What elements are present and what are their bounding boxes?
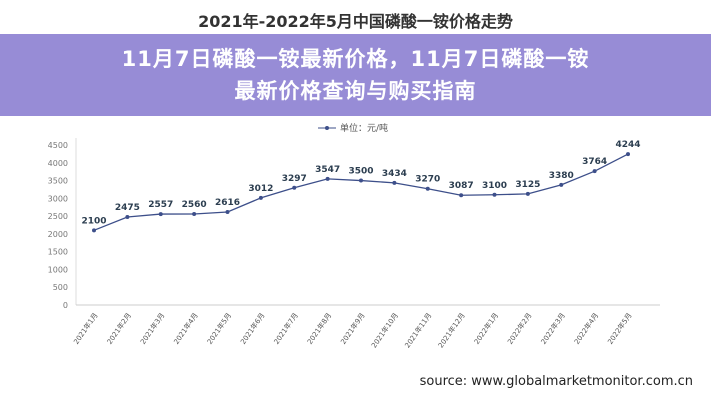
y-tick-label: 3000 (48, 194, 68, 203)
data-label: 2560 (182, 200, 207, 210)
x-tick-label: 2021年4月 (172, 311, 200, 346)
x-tick-label: 2022年4月 (572, 311, 600, 346)
x-tick-label: 2022年1月 (472, 311, 500, 346)
x-tick-label: 2021年8月 (305, 311, 333, 346)
data-label: 3270 (415, 175, 440, 185)
data-point (225, 209, 230, 214)
data-label: 2475 (115, 203, 140, 213)
data-point (592, 169, 597, 174)
data-point (492, 192, 497, 197)
x-tick-label: 2022年2月 (505, 311, 533, 346)
x-tick-label: 2021年5月 (205, 311, 233, 346)
y-tick-label: 1000 (48, 265, 68, 274)
y-tick-label: 4500 (48, 141, 68, 150)
x-tick-label: 2021年2月 (105, 311, 133, 346)
data-label: 2557 (148, 200, 173, 210)
data-label: 3012 (248, 184, 273, 194)
data-label: 3380 (549, 171, 574, 181)
data-label: 3434 (382, 169, 407, 179)
data-label: 3125 (515, 180, 540, 190)
data-label: 2100 (81, 216, 106, 226)
data-point (292, 185, 297, 190)
chart-title: 2021年-2022年5月中国磷酸一铵价格走势 (198, 12, 513, 31)
data-point (258, 195, 263, 200)
data-point (359, 178, 363, 183)
data-label: 3100 (482, 181, 507, 191)
data-label: 4244 (615, 140, 640, 150)
x-tick-label: 2021年3月 (138, 311, 166, 346)
data-point (192, 211, 197, 216)
x-tick-label: 2021年1月 (71, 311, 99, 346)
data-point (525, 191, 530, 196)
data-point (425, 186, 430, 191)
x-tick-label: 2021年12月 (436, 311, 467, 350)
source-text: source: www.globalmarketmonitor.com.cn (419, 374, 693, 389)
x-tick-label: 2021年7月 (272, 311, 300, 346)
data-label: 2616 (215, 198, 240, 208)
data-label: 3297 (282, 174, 307, 184)
y-tick-label: 4000 (48, 159, 68, 168)
y-tick-label: 0 (63, 301, 68, 310)
data-label: 3764 (582, 157, 607, 167)
headline-line-2: 最新价格查询与购买指南 (234, 79, 477, 103)
data-label: 3087 (449, 181, 474, 191)
data-point (125, 215, 130, 219)
legend-marker (325, 126, 329, 130)
data-label: 3500 (348, 167, 373, 177)
data-point (92, 228, 96, 233)
y-tick-label: 2000 (48, 230, 68, 239)
data-point (392, 180, 397, 185)
y-tick-label: 1500 (48, 248, 68, 257)
data-point (626, 152, 630, 157)
x-tick-label: 2021年9月 (338, 311, 366, 346)
headline-banner: 11月7日磷酸一铵最新价格，11月7日磷酸一铵 最新价格查询与购买指南 (0, 34, 711, 116)
x-tick-label: 2021年6月 (238, 311, 266, 346)
x-tick-label: 2021年10月 (369, 311, 400, 350)
data-point (158, 212, 163, 217)
data-point (325, 176, 330, 181)
data-point (459, 193, 464, 198)
legend-label: 单位：元/吨 (340, 122, 388, 134)
x-tick-label: 2022年5月 (605, 311, 633, 346)
y-tick-label: 2500 (48, 212, 68, 221)
x-tick-label: 2021年11月 (403, 311, 434, 350)
series-line (93, 153, 629, 231)
data-point (559, 182, 564, 187)
y-tick-label: 500 (53, 283, 68, 292)
data-label: 3547 (315, 165, 340, 175)
x-tick-label: 2022年3月 (539, 311, 567, 346)
y-tick-label: 3500 (48, 177, 68, 186)
headline-line-1: 11月7日磷酸一铵最新价格，11月7日磷酸一铵 (121, 47, 590, 71)
